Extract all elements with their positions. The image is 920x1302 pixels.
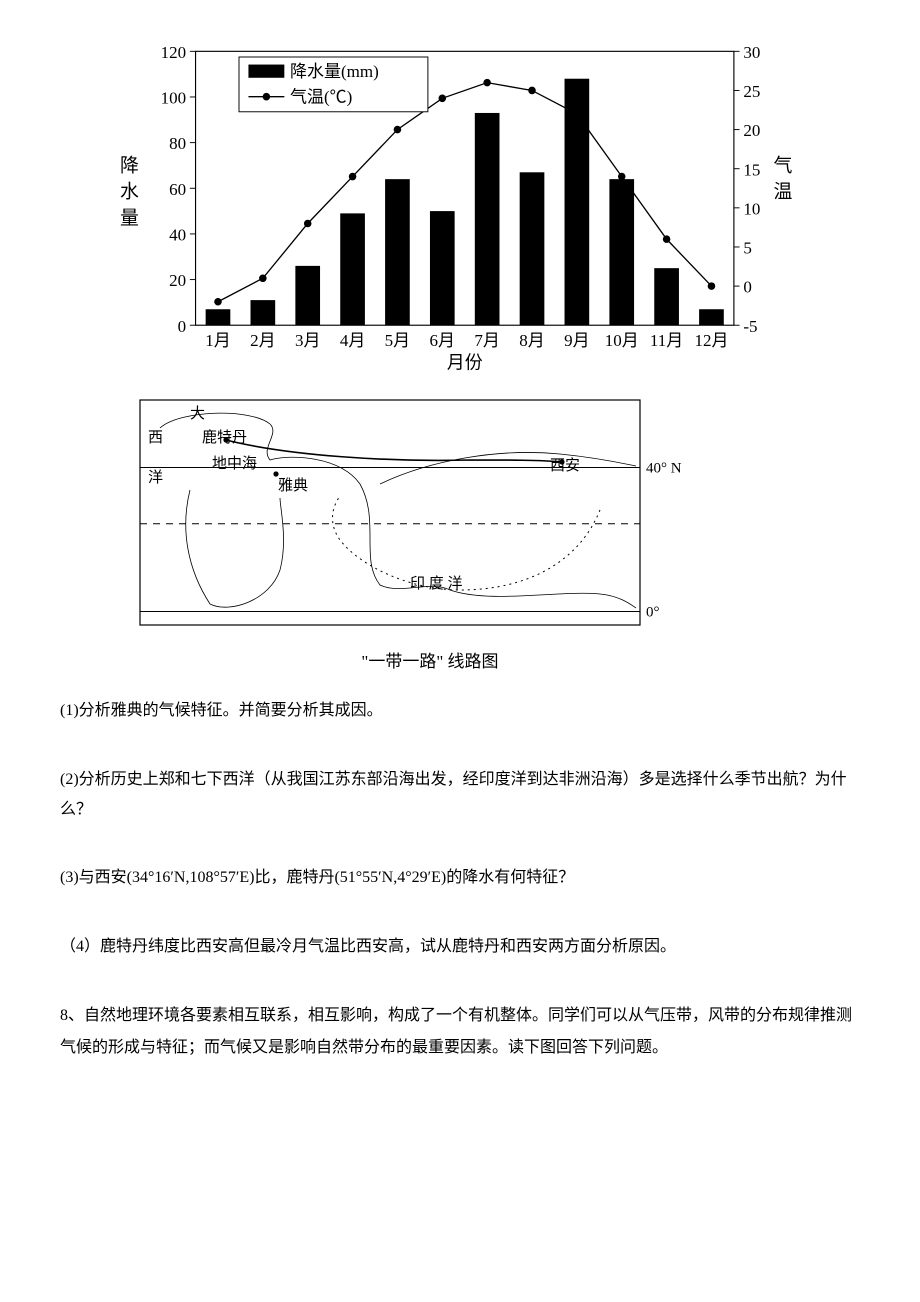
svg-text:3月: 3月 (295, 331, 321, 350)
svg-text:40: 40 (169, 226, 186, 245)
question-8: 8、自然地理环境各要素相互联系，相互影响，构成了一个有机整体。同学们可以从气压带… (60, 1000, 860, 1064)
svg-text:25: 25 (743, 82, 760, 101)
svg-text:1月: 1月 (205, 331, 231, 350)
svg-text:4月: 4月 (340, 331, 366, 350)
svg-text:降水量(mm): 降水量(mm) (290, 62, 379, 81)
svg-text:7月: 7月 (474, 331, 500, 350)
question-3: (3)与西安(34°16′N,108°57′E)比，鹿特丹(51°55′N,4°… (60, 863, 860, 893)
svg-text:9月: 9月 (564, 331, 590, 350)
question-4: （4）鹿特丹纬度比西安高但最冷月气温比西安高，试从鹿特丹和西安两方面分析原因。 (60, 932, 860, 962)
chart-svg: 0 20 40 60 80 100 120 降水量 -5 0 5 10 15 20 25 30 气温 1月 2月 3月… (100, 40, 820, 380)
route-map: 40° N 0° 大西 鹿特丹洋 地中海雅典 西安印 度 洋 (130, 390, 730, 640)
map-svg: 40° N 0° 大西 鹿特丹洋 地中海雅典 西安印 度 洋 (130, 390, 690, 640)
svg-text:月份: 月份 (447, 353, 483, 373)
svg-text:0: 0 (743, 278, 752, 297)
svg-text:8月: 8月 (519, 331, 545, 350)
svg-text:量: 量 (120, 208, 139, 229)
map-caption: "一带一路" 线路图 (130, 646, 730, 678)
svg-text:西安: 西安 (550, 457, 580, 474)
climate-chart: 0 20 40 60 80 100 120 降水量 -5 0 5 10 15 20 25 30 气温 1月 2月 3月… (100, 40, 820, 380)
svg-text:大: 大 (190, 405, 205, 422)
svg-text:雅典: 雅典 (278, 477, 308, 494)
svg-text:洋: 洋 (148, 469, 163, 486)
svg-text:气: 气 (774, 154, 793, 176)
svg-text:120: 120 (161, 43, 187, 62)
svg-text:0: 0 (178, 317, 187, 336)
svg-text:-5: -5 (743, 317, 757, 336)
question-2: (2)分析历史上郑和七下西洋（从我国江苏东部沿海出发，经印度洋到达非洲沿海）多是… (60, 765, 860, 826)
svg-text:20: 20 (169, 271, 186, 290)
svg-text:100: 100 (161, 89, 187, 108)
svg-text:40° N: 40° N (646, 461, 682, 477)
svg-text:鹿特丹: 鹿特丹 (202, 429, 247, 446)
svg-text:6月: 6月 (430, 331, 456, 350)
svg-text:地中海: 地中海 (212, 455, 257, 472)
svg-text:水: 水 (120, 181, 139, 203)
svg-text:气温(℃): 气温(℃) (290, 87, 352, 106)
svg-text:5月: 5月 (385, 331, 411, 350)
svg-text:30: 30 (743, 43, 760, 62)
svg-text:12月: 12月 (694, 331, 728, 350)
svg-text:60: 60 (169, 180, 186, 199)
question-1: (1)分析雅典的气候特征。并简要分析其成因。 (60, 696, 860, 726)
svg-text:80: 80 (169, 134, 186, 153)
svg-text:10: 10 (743, 199, 760, 218)
svg-text:0°: 0° (646, 605, 660, 621)
svg-text:10月: 10月 (605, 331, 639, 350)
svg-text:11月: 11月 (650, 331, 683, 350)
svg-text:降: 降 (120, 154, 139, 176)
svg-text:5: 5 (743, 239, 752, 258)
svg-text:15: 15 (743, 160, 760, 179)
svg-text:2月: 2月 (250, 331, 276, 350)
svg-text:西: 西 (148, 430, 163, 446)
svg-text:20: 20 (743, 121, 760, 140)
svg-text:印 度 洋: 印 度 洋 (410, 575, 463, 592)
svg-text:温: 温 (774, 181, 793, 203)
